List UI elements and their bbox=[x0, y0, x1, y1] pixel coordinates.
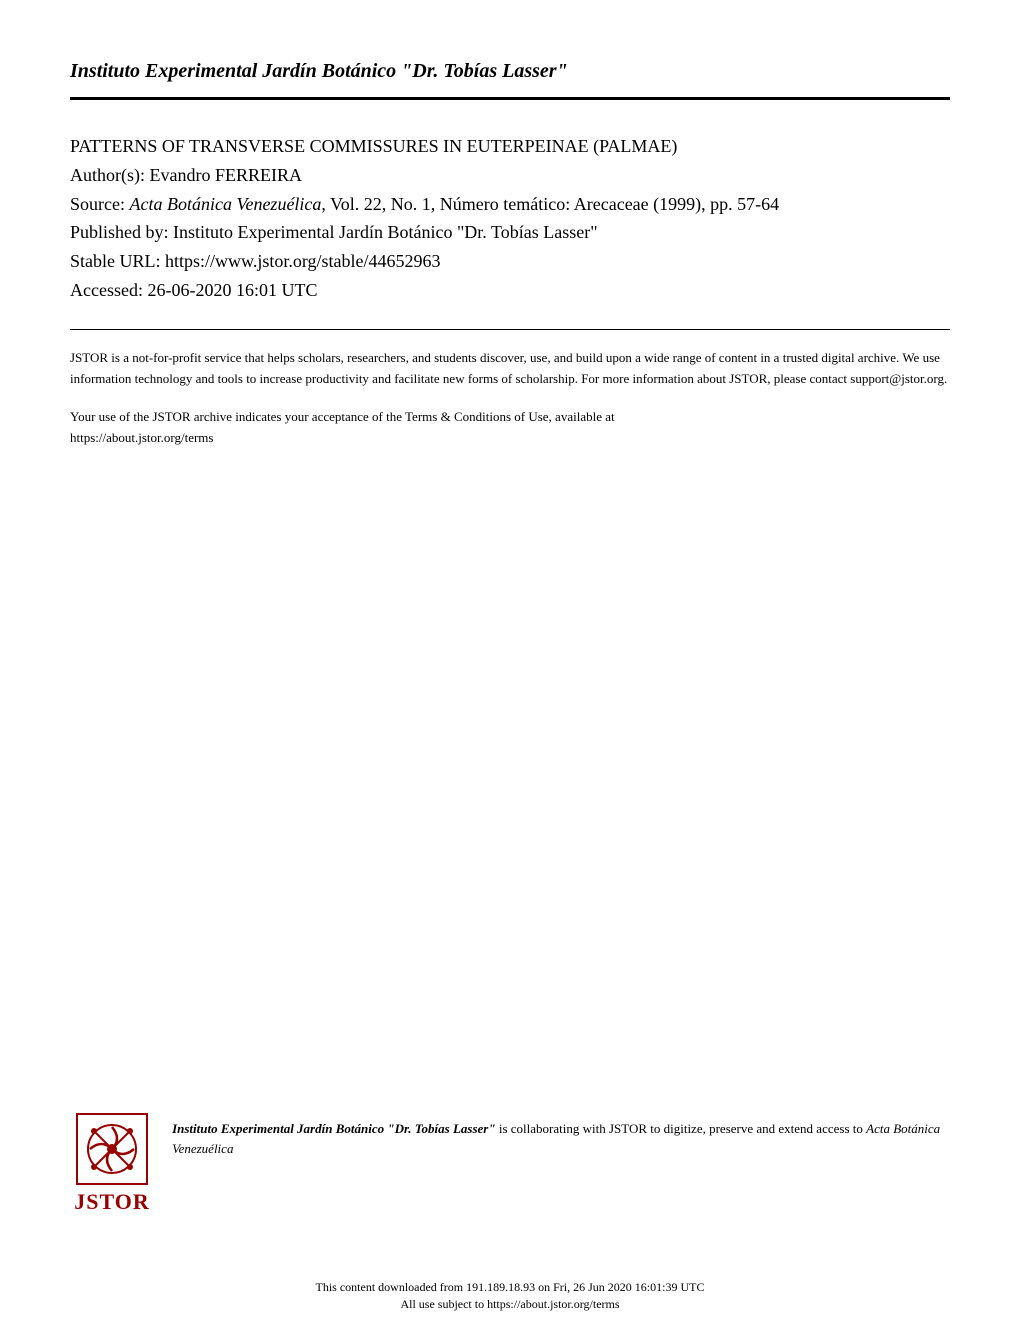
accessed-value: 26-06-2020 16:01 UTC bbox=[147, 280, 317, 300]
footer-block: JSTOR Instituto Experimental Jardín Botá… bbox=[70, 1113, 950, 1233]
url-value: https://www.jstor.org/stable/44652963 bbox=[165, 251, 441, 271]
source-line: Source: Acta Botánica Venezuélica, Vol. … bbox=[70, 190, 950, 219]
author-label: Author(s): bbox=[70, 165, 150, 185]
url-line: Stable URL: https://www.jstor.org/stable… bbox=[70, 247, 950, 276]
author-name: Evandro FERREIRA bbox=[150, 165, 303, 185]
download-line1: This content downloaded from 191.189.18.… bbox=[0, 1279, 1020, 1296]
footer-collab-text: Instituto Experimental Jardín Botánico "… bbox=[172, 1113, 950, 1158]
divider-mid bbox=[70, 329, 950, 330]
accessed-line: Accessed: 26-06-2020 16:01 UTC bbox=[70, 276, 950, 305]
disclaimer-para2-intro: Your use of the JSTOR archive indicates … bbox=[70, 409, 615, 424]
publisher-name: Instituto Experimental Jardín Botánico "… bbox=[173, 222, 598, 242]
accessed-label: Accessed: bbox=[70, 280, 147, 300]
disclaimer-para2: Your use of the JSTOR archive indicates … bbox=[70, 407, 950, 449]
publisher-line: Published by: Instituto Experimental Jar… bbox=[70, 218, 950, 247]
download-footer: This content downloaded from 191.189.18.… bbox=[0, 1279, 1020, 1313]
disclaimer-para1: JSTOR is a not-for-profit service that h… bbox=[70, 348, 950, 390]
source-label: Source: bbox=[70, 194, 129, 214]
jstor-logo: JSTOR bbox=[70, 1113, 154, 1233]
footer-publisher: Instituto Experimental Jardín Botánico "… bbox=[172, 1121, 496, 1136]
publisher-label: Published by: bbox=[70, 222, 173, 242]
source-journal: Acta Botánica Venezuélica bbox=[129, 194, 321, 214]
jstor-logo-text: JSTOR bbox=[74, 1189, 150, 1215]
url-label: Stable URL: bbox=[70, 251, 165, 271]
disclaimer-block: JSTOR is a not-for-profit service that h… bbox=[70, 348, 950, 449]
download-line2: All use subject to https://about.jstor.o… bbox=[0, 1296, 1020, 1313]
publisher-header: Instituto Experimental Jardín Botánico "… bbox=[70, 60, 950, 83]
author-line: Author(s): Evandro FERREIRA bbox=[70, 161, 950, 190]
divider-top bbox=[70, 97, 950, 100]
article-title: PATTERNS OF TRANSVERSE COMMISSURES IN EU… bbox=[70, 132, 950, 161]
source-details: , Vol. 22, No. 1, Número temático: Areca… bbox=[321, 194, 779, 214]
citation-block: PATTERNS OF TRANSVERSE COMMISSURES IN EU… bbox=[70, 132, 950, 305]
footer-collab-middle: is collaborating with JSTOR to digitize,… bbox=[496, 1121, 867, 1136]
jstor-ornament-icon bbox=[76, 1113, 148, 1185]
disclaimer-para2-url: https://about.jstor.org/terms bbox=[70, 430, 213, 445]
